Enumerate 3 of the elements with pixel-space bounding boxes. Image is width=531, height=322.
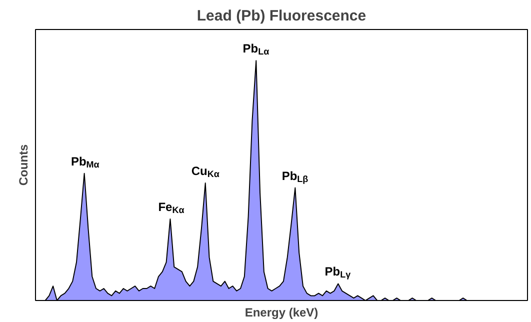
x-axis-title: Energy (keV) — [244, 306, 318, 320]
y-axis-title: Counts — [16, 144, 30, 186]
chart-title: Lead (Pb) Fluorescence — [196, 8, 366, 24]
